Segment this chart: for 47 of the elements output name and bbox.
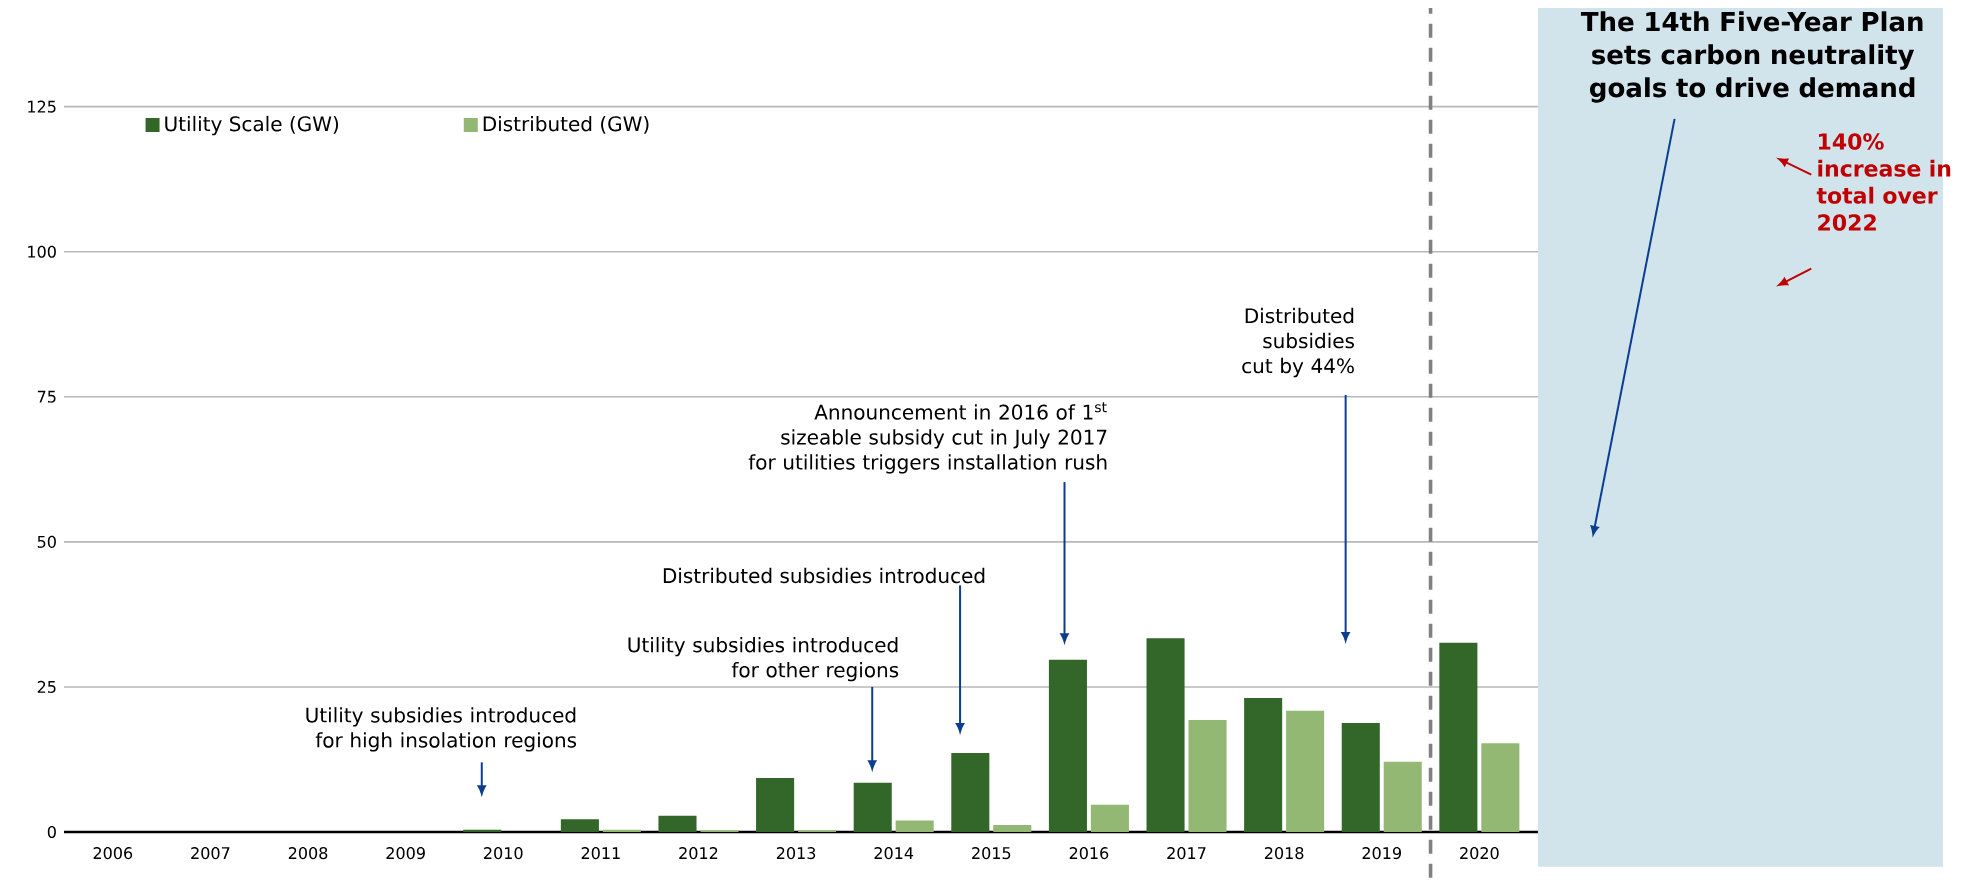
y-tick-label: 0 — [47, 825, 56, 839]
bar — [756, 778, 795, 832]
bar — [1341, 722, 1380, 832]
x-tick-label: 2010 — [484, 847, 523, 860]
legend-label: Utility Scale (GW) — [165, 115, 339, 136]
x-tick-label: 2011 — [581, 847, 620, 860]
bar — [1090, 804, 1129, 832]
x-tick-label: 2006 — [93, 847, 133, 860]
x-tick-label: 2017 — [1167, 847, 1206, 860]
bar — [658, 815, 697, 832]
y-tick-label: 100 — [28, 245, 56, 258]
x-tick-label: 2007 — [191, 847, 230, 860]
annotation: 140% increase in total over 2022 — [1816, 133, 1951, 231]
bar — [951, 753, 990, 832]
y-tick-label: 50 — [37, 535, 56, 548]
annotation: The 14th Five-Year Plan sets carbon neutrality goals to drive demand — [1580, 11, 1923, 103]
x-tick-label: 2014 — [874, 847, 914, 860]
bar — [895, 820, 934, 832]
x-tick-label: 2019 — [1362, 847, 1401, 860]
legend-label: Distributed (GW) — [483, 115, 649, 134]
bar — [1383, 761, 1422, 832]
bar — [993, 825, 1032, 832]
bar — [1188, 720, 1227, 832]
bar — [1048, 659, 1087, 832]
annotation: Utility subsidies introduced for high insolation regions — [306, 707, 577, 752]
y-tick-label: 75 — [37, 390, 56, 403]
annotation: Utility subsidies introduced for other regions — [628, 636, 899, 682]
bar — [1481, 743, 1520, 832]
x-tick-label: 2008 — [288, 847, 328, 860]
y-tick-label: 125 — [28, 100, 56, 113]
x-tick-label: 2018 — [1264, 847, 1304, 860]
annotation: Distributed subsidies cut by 44% — [1242, 307, 1355, 378]
annotation: Distributed subsidies introduced — [663, 567, 985, 584]
x-tick-label: 2016 — [1069, 847, 1109, 860]
x-tick-label: 2020 — [1460, 847, 1499, 860]
text: Announcement in 2016 of 1$^{st}$ sizeable subsidy cut in July 2017 for utilities triggers installation rush — [748, 402, 1107, 474]
x-tick-label: 2015 — [972, 847, 1011, 860]
bar — [1244, 697, 1283, 832]
bar — [1146, 638, 1185, 832]
bar — [560, 819, 599, 832]
bar — [853, 782, 892, 832]
bar — [1439, 642, 1478, 832]
y-tick-label: 25 — [37, 680, 56, 693]
bar — [1286, 710, 1325, 832]
x-tick-label: 2009 — [386, 847, 425, 860]
x-tick-label: 2013 — [776, 847, 816, 860]
x-tick-label: 2012 — [679, 847, 718, 860]
